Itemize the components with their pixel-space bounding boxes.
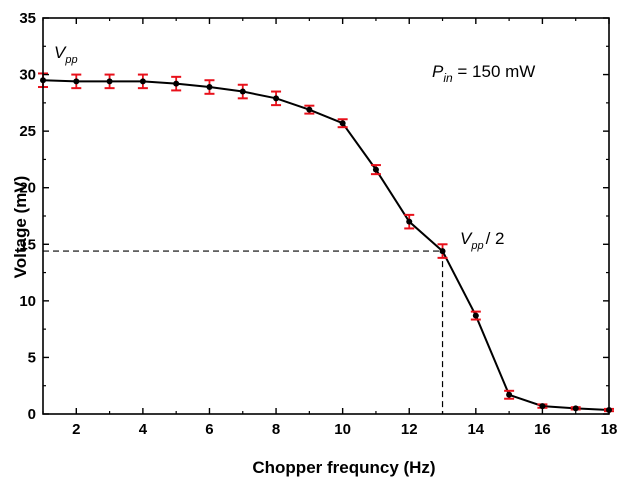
data-point xyxy=(139,78,146,85)
data-point xyxy=(73,78,80,85)
pin-label-sub: in xyxy=(443,71,453,85)
data-point xyxy=(372,166,379,173)
half-vpp-label-suffix: / 2 xyxy=(486,229,505,248)
x-tick-label: 8 xyxy=(272,421,280,438)
pin-label: Pin = 150 mW xyxy=(432,62,535,85)
y-tick-label: 5 xyxy=(28,349,36,366)
data-point xyxy=(106,78,113,85)
y-tick-label: 15 xyxy=(19,236,36,253)
y-tick-label: 30 xyxy=(19,67,36,84)
half-vpp-label-sub: pp xyxy=(470,240,483,252)
vpp-label: Vpp xyxy=(54,43,78,66)
x-tick-label: 16 xyxy=(534,421,551,438)
half-vpp-label-main: V xyxy=(460,229,473,248)
x-tick-label: 2 xyxy=(72,421,80,438)
x-tick-label: 12 xyxy=(401,421,418,438)
data-point xyxy=(539,403,546,410)
data-point xyxy=(439,248,446,255)
data-point xyxy=(173,80,180,87)
y-axis-title: Voltage (mV) xyxy=(11,176,30,279)
data-point xyxy=(472,312,479,319)
half-vpp-label: Vpp/ 2 xyxy=(460,229,505,252)
y-tick-label: 10 xyxy=(19,293,36,310)
data-point xyxy=(339,120,346,127)
y-tick-label: 0 xyxy=(28,406,36,423)
vpp-label-sub: pp xyxy=(64,54,77,66)
series-line xyxy=(42,79,610,412)
data-point xyxy=(306,106,313,113)
data-point xyxy=(239,88,246,95)
x-tick-label: 4 xyxy=(139,421,148,438)
data-point xyxy=(273,95,280,102)
x-tick-label: 18 xyxy=(601,421,618,438)
y-tick-label: 20 xyxy=(19,180,36,197)
x-axis-title: Chopper frequncy (Hz) xyxy=(252,458,435,477)
y-tick-label: 25 xyxy=(19,123,36,140)
y-tick-label: 35 xyxy=(19,10,36,27)
data-point xyxy=(206,84,213,91)
data-point xyxy=(506,391,513,398)
pin-label-value: = 150 mW xyxy=(453,62,536,81)
vpp-label-main: V xyxy=(54,43,67,62)
x-tick-label: 10 xyxy=(334,421,351,438)
plot-area: 2 4 6 8 10 12 14 16 18 0 5 10 15 20 25 30 35 xyxy=(19,10,617,438)
pin-label-main: P xyxy=(432,62,444,81)
x-tick-label: 14 xyxy=(467,421,484,438)
x-tick-label: 6 xyxy=(205,421,213,438)
data-point xyxy=(406,218,413,225)
data-point xyxy=(572,405,579,412)
